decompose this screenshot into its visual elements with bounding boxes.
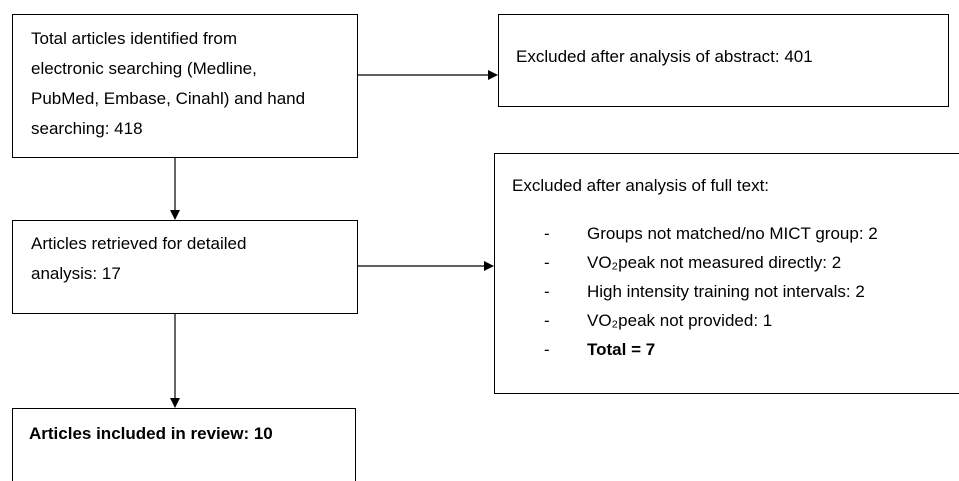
node-text: Excluded after analysis of full text: — [512, 176, 770, 195]
node-text: PubMed, Embase, Cinahl) and hand — [31, 89, 306, 108]
list-item: High intensity training not intervals: 2 — [587, 282, 865, 301]
node-text: electronic searching (Medline, — [31, 59, 257, 78]
node-text: Excluded after analysis of abstract: 401 — [516, 47, 813, 66]
node-box: Articles retrieved for detailed analysis:… — [12, 220, 358, 314]
list-marker: - — [544, 224, 550, 243]
node-text: Articles retrieved for detailed — [31, 234, 247, 253]
node-text: analysis: 17 — [31, 264, 121, 283]
node-box: Total articles identified from electronic… — [12, 14, 358, 158]
node-text: Total articles identified from — [31, 29, 237, 48]
node-box: Excluded after analysis of full text: - Gr… — [494, 153, 959, 394]
list-item: Groups not matched/no MICT group: 2 — [587, 224, 878, 243]
list-marker: - — [544, 311, 550, 330]
list-marker: - — [544, 282, 550, 301]
list-item: VO₂peak not measured directly: 2 — [587, 253, 842, 272]
node-text: searching: 418 — [31, 119, 143, 138]
list-item: Total = 7 — [587, 340, 656, 359]
node-box: Excluded after analysis of abstract: 401 — [498, 14, 949, 107]
list-marker: - — [544, 253, 550, 272]
list-marker: - — [544, 340, 550, 359]
list-item: VO₂peak not provided: 1 — [587, 311, 773, 330]
node-text: Articles included in review: 10 — [29, 424, 273, 443]
node-box: Articles included in review: 10 — [12, 408, 356, 481]
